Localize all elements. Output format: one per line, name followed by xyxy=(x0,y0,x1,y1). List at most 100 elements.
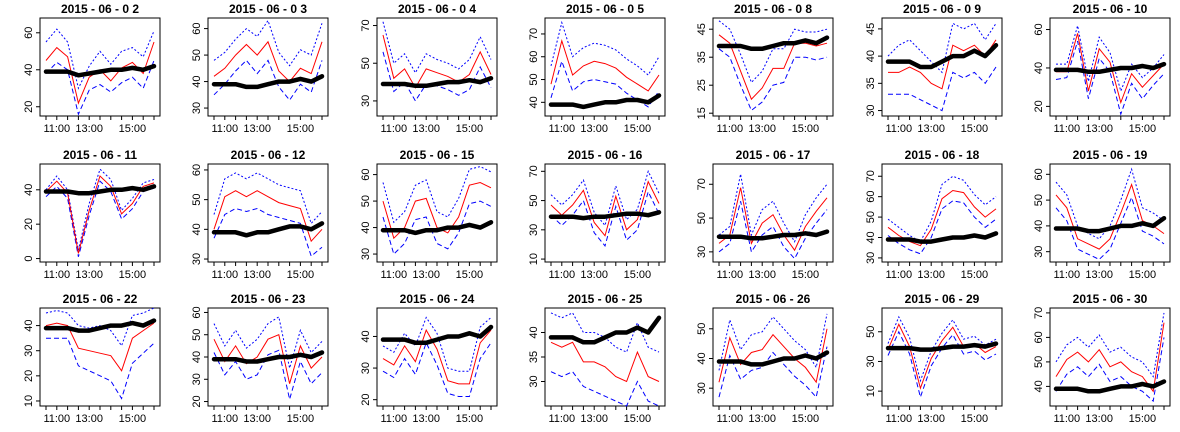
y-tick-label: 30 xyxy=(865,355,877,367)
y-tick-label: 50 xyxy=(696,323,708,335)
series-line-baseline xyxy=(43,318,157,333)
y-tick-label: 45 xyxy=(865,23,877,35)
y-tick-label: 50 xyxy=(191,329,203,341)
panel-title: 2015 - 06 - 0 8 xyxy=(734,2,812,16)
chart-panel: 2015 - 06 - 0 2 20 40 60 11:00 13:00 15:00 xyxy=(23,2,161,135)
x-tick-label: 11:00 xyxy=(211,269,238,281)
series-line-lower xyxy=(213,349,323,400)
panel-title: 2015 - 06 - 10 xyxy=(1073,2,1148,16)
y-tick-label: 60 xyxy=(1033,23,1045,35)
y-tick-label: 20 xyxy=(1033,100,1045,112)
y-tick-label: 40 xyxy=(191,223,203,235)
panel-title: 2015 - 06 - 30 xyxy=(1073,292,1148,306)
x-tick-label: 11:00 xyxy=(885,123,912,135)
y-tick-label: 20 xyxy=(360,394,372,406)
series-line-baseline xyxy=(43,63,157,78)
y-tick-label: 50 xyxy=(360,195,372,207)
x-tick-label: 11:00 xyxy=(1053,269,1080,281)
y-tick-label: 70 xyxy=(360,19,372,31)
chart-panel: 2015 - 06 - 10 20 40 60 11:00 13:00 15:00 xyxy=(1033,2,1171,135)
plot-frame xyxy=(376,307,498,407)
chart-panel: 2015 - 06 - 23 20 30 40 50 60 11:00 13:00 15:00 xyxy=(191,292,329,425)
plot-frame xyxy=(376,17,498,117)
y-tick-label: 30 xyxy=(23,345,35,357)
y-tick-label: 60 xyxy=(191,164,203,176)
x-tick-label: 13:00 xyxy=(75,413,103,425)
y-tick-label: 10 xyxy=(528,253,540,265)
y-tick-label: 40 xyxy=(360,221,372,233)
series-line-upper xyxy=(887,315,997,383)
series-line-lower xyxy=(888,66,997,112)
y-tick-label: 30 xyxy=(865,252,877,264)
chart-panel: 2015 - 06 - 0 3 30 40 50 60 11:00 13:00 15:00 xyxy=(191,2,329,135)
x-tick-label: 15:00 xyxy=(624,123,652,135)
chart-panel: 2015 - 06 - 29 10 30 50 11:00 13:00 15:00 xyxy=(865,292,1003,425)
panel-title: 2015 - 06 - 25 xyxy=(568,292,643,306)
y-tick-label: 30 xyxy=(1033,246,1045,258)
x-tick-label: 15:00 xyxy=(961,123,989,135)
series-line-lower xyxy=(1055,40,1165,116)
x-tick-label: 11:00 xyxy=(548,123,575,135)
y-tick-label: 50 xyxy=(191,49,203,61)
panel-title: 2015 - 06 - 0 3 xyxy=(229,2,307,16)
y-tick-label: 40 xyxy=(23,184,35,196)
y-tick-label: 20 xyxy=(191,395,203,407)
series-line-upper xyxy=(213,19,323,67)
series-line-upper xyxy=(718,20,828,84)
y-tick-label: 50 xyxy=(1033,194,1045,206)
series-line-upper xyxy=(382,21,492,74)
y-tick-label: 30 xyxy=(191,373,203,385)
x-tick-label: 15:00 xyxy=(1129,269,1157,281)
series-line-baseline xyxy=(716,35,830,52)
series-line-baseline xyxy=(1053,379,1167,394)
plot-frame xyxy=(1049,163,1171,263)
y-tick-label: 50 xyxy=(696,212,708,224)
x-tick-label: 13:00 xyxy=(75,269,103,281)
x-tick-label: 13:00 xyxy=(580,269,608,281)
x-tick-label: 13:00 xyxy=(75,123,103,135)
x-tick-label: 15:00 xyxy=(961,413,989,425)
x-tick-label: 11:00 xyxy=(380,413,407,425)
x-tick-label: 11:00 xyxy=(1053,413,1080,425)
x-tick-label: 11:00 xyxy=(43,413,70,425)
y-tick-label: 60 xyxy=(1033,331,1045,343)
y-tick-label: 10 xyxy=(23,395,35,407)
x-tick-label: 13:00 xyxy=(748,413,776,425)
y-tick-label: 20 xyxy=(23,218,35,230)
x-tick-label: 13:00 xyxy=(412,123,440,135)
x-tick-label: 13:00 xyxy=(917,269,945,281)
y-tick-label: 50 xyxy=(865,211,877,223)
series-line-upper xyxy=(1056,25,1165,93)
panel-title: 2015 - 06 - 12 xyxy=(231,148,306,162)
series-line-forecast xyxy=(550,180,660,237)
series-line-baseline xyxy=(885,341,999,352)
y-tick-label: 30 xyxy=(360,95,372,107)
series-line-upper xyxy=(382,166,492,224)
series-line-forecast xyxy=(382,328,492,385)
y-tick-label: 40 xyxy=(1033,220,1045,232)
x-tick-label: 13:00 xyxy=(412,269,440,281)
y-tick-label: 10 xyxy=(865,385,877,397)
y-tick-label: 40 xyxy=(23,319,35,331)
x-tick-label: 11:00 xyxy=(885,413,912,425)
y-tick-label: 40 xyxy=(23,64,35,76)
x-tick-label: 11:00 xyxy=(1053,123,1080,135)
series-line-forecast xyxy=(550,341,660,383)
series-line-baseline xyxy=(716,229,830,241)
series-line-lower xyxy=(718,48,828,112)
x-tick-label: 11:00 xyxy=(211,123,238,135)
x-tick-label: 15:00 xyxy=(119,413,147,425)
chart-panel: 2015 - 06 - 18 30 40 50 60 70 11:00 13:00 15:00 xyxy=(865,148,1003,281)
y-tick-label: 70 xyxy=(696,178,708,190)
x-tick-label: 15:00 xyxy=(961,269,989,281)
y-tick-label: 50 xyxy=(191,194,203,206)
y-tick-label: 30 xyxy=(865,104,877,116)
x-tick-label: 15:00 xyxy=(624,269,652,281)
plot-frame xyxy=(39,307,161,407)
series-line-forecast xyxy=(382,34,492,89)
x-tick-label: 15:00 xyxy=(792,413,820,425)
x-tick-label: 11:00 xyxy=(380,123,407,135)
y-tick-label: 20 xyxy=(23,370,35,382)
y-tick-label: 40 xyxy=(528,326,540,338)
x-tick-label: 15:00 xyxy=(119,269,147,281)
